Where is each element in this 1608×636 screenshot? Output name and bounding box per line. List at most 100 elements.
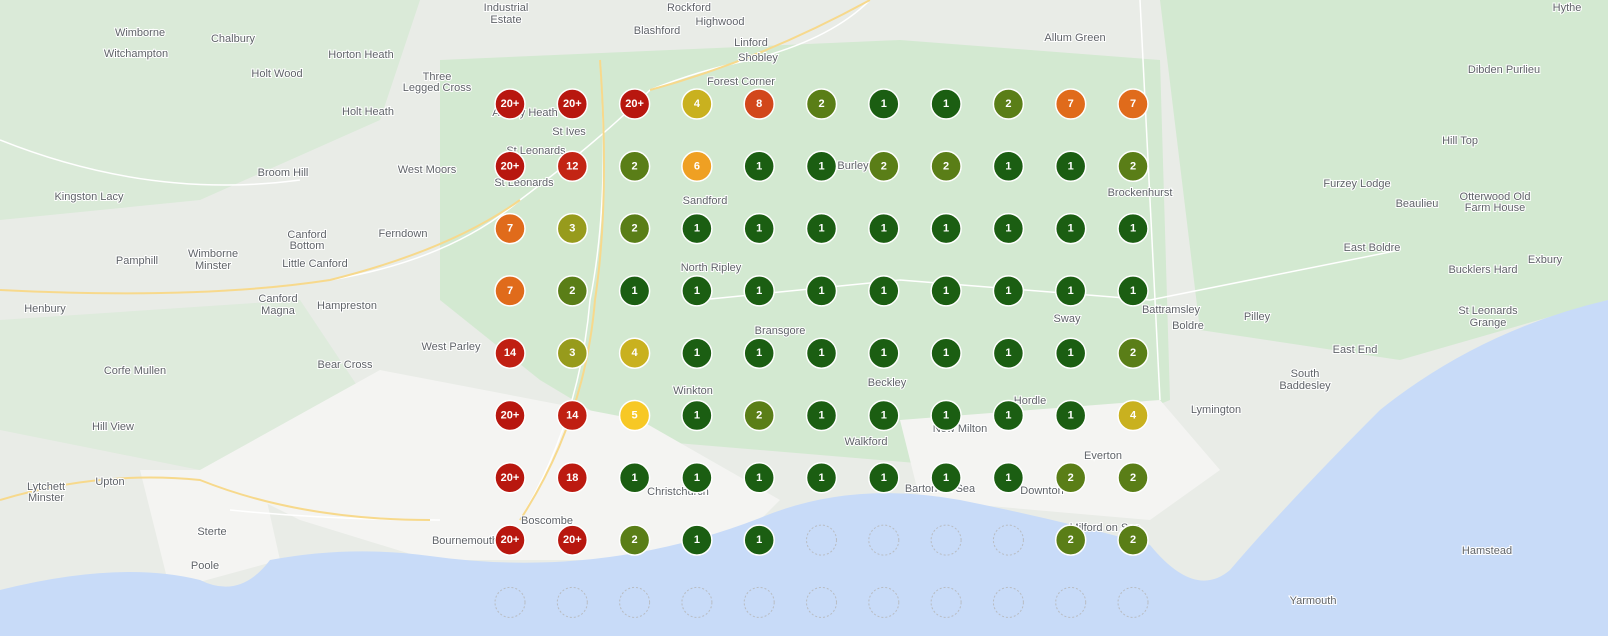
cell-marker[interactable]: 1 <box>805 275 838 307</box>
cell-count[interactable]: 20+ <box>563 534 582 546</box>
cell-circle[interactable] <box>556 399 589 432</box>
cell-marker[interactable]: 4 <box>1117 399 1149 432</box>
cell-count[interactable]: 4 <box>1130 410 1137 422</box>
cell-circle[interactable] <box>1054 524 1087 556</box>
cell-count[interactable]: 2 <box>943 160 949 172</box>
cell-count[interactable]: 1 <box>818 410 824 422</box>
cell-marker[interactable]: 1 <box>930 337 962 369</box>
cell-circle[interactable] <box>743 399 775 432</box>
cell-count[interactable]: 4 <box>694 98 701 110</box>
cell-count[interactable]: 14 <box>566 410 579 422</box>
cell-circle[interactable] <box>1117 399 1149 432</box>
cell-marker[interactable]: 4 <box>681 88 713 120</box>
cell-marker[interactable]: 2 <box>1054 462 1087 494</box>
cell-count[interactable]: 20+ <box>625 98 644 110</box>
cell-circle[interactable] <box>494 212 526 245</box>
cell-marker[interactable]: 1 <box>992 462 1025 494</box>
cell-count[interactable]: 6 <box>694 160 700 172</box>
cell-count[interactable]: 4 <box>632 347 639 359</box>
cell-circle[interactable] <box>494 524 526 556</box>
cell-marker[interactable]: 1 <box>1117 275 1149 307</box>
cell-circle[interactable] <box>618 337 651 369</box>
cell-count[interactable]: 20+ <box>501 472 520 484</box>
cell-circle[interactable] <box>494 275 526 307</box>
cell-circle[interactable] <box>1117 150 1149 183</box>
cell-circle[interactable] <box>681 150 713 183</box>
cell-count[interactable]: 1 <box>694 223 700 235</box>
cell-marker[interactable]: 1 <box>1054 150 1087 183</box>
cell-marker[interactable]: 1 <box>868 337 900 369</box>
cell-marker[interactable]: 2 <box>805 88 838 120</box>
cell-marker[interactable]: 1 <box>992 150 1025 183</box>
cell-marker[interactable]: 1 <box>1054 399 1087 432</box>
cell-marker[interactable]: 2 <box>1117 462 1149 494</box>
cell-marker[interactable]: 2 <box>556 275 589 307</box>
cell-marker[interactable]: 1 <box>681 212 713 245</box>
cell-marker[interactable]: 1 <box>868 462 900 494</box>
cell-marker[interactable]: 1 <box>618 275 651 307</box>
cell-count[interactable]: 1 <box>756 285 762 297</box>
cell-circle[interactable] <box>494 88 526 120</box>
cell-marker[interactable]: 20+ <box>556 524 589 556</box>
cell-circle[interactable] <box>743 150 775 183</box>
cell-marker[interactable]: 2 <box>1054 524 1087 556</box>
cell-marker[interactable]: 12 <box>556 150 589 183</box>
cell-circle[interactable] <box>805 212 838 245</box>
cell-count[interactable]: 1 <box>881 98 887 110</box>
cell-marker[interactable]: 1 <box>1054 212 1087 245</box>
cell-count[interactable]: 1 <box>694 347 700 359</box>
cell-count[interactable]: 1 <box>881 285 887 297</box>
cell-count[interactable]: 20+ <box>501 160 520 172</box>
cell-marker[interactable]: 7 <box>1054 88 1087 120</box>
cell-marker[interactable]: 2 <box>1117 524 1149 556</box>
cell-count[interactable]: 2 <box>1005 98 1011 110</box>
cell-marker[interactable]: 2 <box>992 88 1025 120</box>
cell-circle[interactable] <box>681 88 713 120</box>
cell-count[interactable]: 1 <box>943 472 949 484</box>
cell-circle[interactable] <box>930 88 962 120</box>
cell-marker[interactable]: 2 <box>868 150 900 183</box>
cell-marker[interactable]: 1 <box>868 275 900 307</box>
cell-marker[interactable]: 1 <box>681 524 713 556</box>
cell-count[interactable]: 2 <box>756 410 762 422</box>
cell-circle[interactable] <box>681 337 713 369</box>
cell-count[interactable]: 20+ <box>501 410 520 422</box>
cell-count[interactable]: 2 <box>1130 160 1136 172</box>
cell-circle[interactable] <box>494 337 526 369</box>
cell-count[interactable]: 1 <box>818 223 824 235</box>
cell-marker[interactable]: 5 <box>618 399 651 432</box>
cell-marker[interactable]: 2 <box>1117 150 1149 183</box>
cell-marker[interactable]: 1 <box>868 212 900 245</box>
cell-count[interactable]: 2 <box>1068 472 1074 484</box>
cell-circle[interactable] <box>618 88 651 120</box>
cell-marker[interactable]: 2 <box>618 212 651 245</box>
cell-count[interactable]: 1 <box>756 160 762 172</box>
cell-marker[interactable]: 20+ <box>494 462 526 494</box>
cell-count[interactable]: 2 <box>632 160 638 172</box>
cell-circle[interactable] <box>992 399 1025 432</box>
cell-marker[interactable]: 1 <box>1054 337 1087 369</box>
cell-marker[interactable]: 1 <box>992 275 1025 307</box>
cell-circle[interactable] <box>868 275 900 307</box>
cell-marker[interactable]: 1 <box>930 275 962 307</box>
cell-count[interactable]: 1 <box>943 285 949 297</box>
cell-marker[interactable]: 20+ <box>618 88 651 120</box>
cell-circle[interactable] <box>868 88 900 120</box>
cell-count[interactable]: 1 <box>881 347 887 359</box>
cell-marker[interactable]: 4 <box>618 337 651 369</box>
cell-marker[interactable]: 1 <box>930 88 962 120</box>
cell-count[interactable]: 20+ <box>501 534 520 546</box>
cell-marker[interactable]: 1 <box>681 399 713 432</box>
cell-marker[interactable]: 1 <box>618 462 651 494</box>
cell-marker[interactable]: 1 <box>992 337 1025 369</box>
cell-circle[interactable] <box>1054 150 1087 183</box>
cell-count[interactable]: 1 <box>943 98 949 110</box>
cell-circle[interactable] <box>868 337 900 369</box>
cell-marker[interactable]: 1 <box>743 212 775 245</box>
cell-count[interactable]: 14 <box>504 347 517 359</box>
cell-circle[interactable] <box>868 150 900 183</box>
cell-count[interactable]: 1 <box>1068 410 1074 422</box>
cell-circle[interactable] <box>805 462 838 494</box>
cell-count[interactable]: 1 <box>881 410 887 422</box>
cell-circle[interactable] <box>1117 275 1149 307</box>
